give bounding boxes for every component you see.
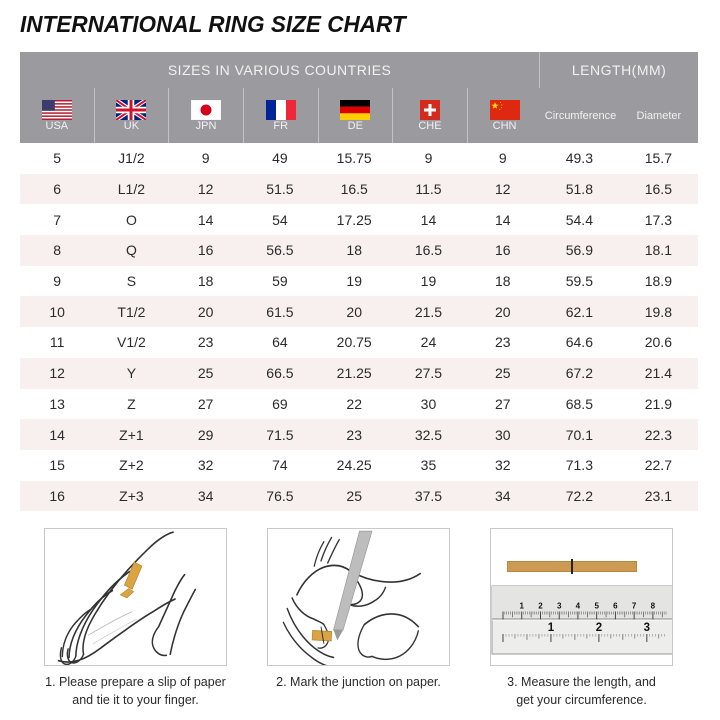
svg-text:6: 6 <box>613 602 618 611</box>
svg-text:2: 2 <box>538 602 543 611</box>
svg-text:8: 8 <box>651 602 656 611</box>
svg-text:2: 2 <box>596 622 602 634</box>
svg-text:3: 3 <box>557 602 562 611</box>
svg-text:5: 5 <box>594 602 599 611</box>
svg-text:4: 4 <box>576 602 581 611</box>
svg-text:1: 1 <box>548 622 555 634</box>
svg-text:1: 1 <box>519 602 524 611</box>
svg-text:7: 7 <box>632 602 637 611</box>
svg-text:3: 3 <box>644 622 650 634</box>
